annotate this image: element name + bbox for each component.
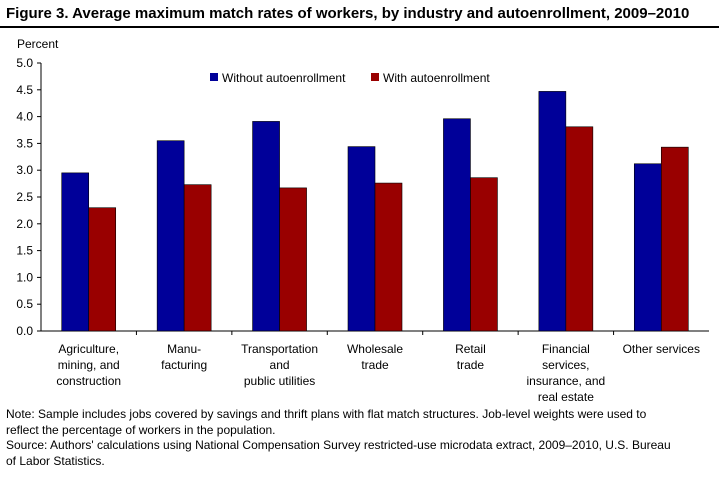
- note-line: Note: Sample includes jobs covered by sa…: [6, 407, 647, 421]
- y-axis-label: Percent: [17, 37, 59, 51]
- legend-label: With autoenrollment: [383, 71, 490, 85]
- y-tick-label: 1.0: [16, 270, 33, 284]
- bar-with-autoenrollment: [565, 126, 594, 332]
- x-tick-label: Other services: [623, 342, 700, 356]
- note-line: reflect the percentage of workers in the…: [6, 422, 276, 437]
- x-tick-label: trade: [361, 358, 389, 372]
- bar-with-autoenrollment: [374, 182, 403, 332]
- y-tick-label: 4.5: [16, 83, 33, 97]
- y-tick-label: 3.5: [16, 136, 33, 150]
- legend-swatch: [371, 73, 379, 81]
- x-tick-label: and: [270, 358, 290, 372]
- bar-without-autoenrollment: [347, 146, 376, 332]
- bar-without-autoenrollment: [633, 163, 662, 332]
- x-tick-label: Wholesale: [347, 342, 403, 356]
- bar-with-autoenrollment: [279, 187, 307, 332]
- x-tick-label: Financial: [542, 342, 590, 356]
- x-tick-label: public utilities: [244, 374, 315, 388]
- y-tick-label: 2.0: [16, 217, 33, 231]
- y-tick-label: 5.0: [16, 56, 33, 70]
- bar-without-autoenrollment: [443, 118, 471, 332]
- y-tick-label: 0.5: [16, 297, 33, 311]
- bar-without-autoenrollment: [538, 91, 567, 332]
- footnotes: Note: Sample includes jobs covered by sa…: [6, 407, 706, 469]
- y-tick-label: 3.0: [16, 163, 33, 177]
- bar-without-autoenrollment: [61, 172, 90, 332]
- bar-with-autoenrollment: [183, 184, 212, 332]
- bar-without-autoenrollment: [156, 140, 185, 332]
- bar-without-autoenrollment: [252, 121, 280, 332]
- x-tick-label: services,: [542, 358, 589, 372]
- y-tick-label: 0.0: [16, 324, 33, 338]
- y-tick-label: 4.0: [16, 110, 33, 124]
- x-tick-label: Agriculture,: [58, 342, 119, 356]
- x-tick-label: mining, and: [58, 358, 120, 372]
- x-tick-label: facturing: [161, 358, 207, 372]
- x-tick-label: Manu-: [167, 342, 201, 356]
- legend-swatch: [210, 73, 218, 81]
- chart-title: Figure 3. Average maximum match rates of…: [6, 5, 690, 22]
- source-line: of Labor Statistics.: [6, 453, 105, 468]
- x-tick-label: construction: [56, 374, 121, 388]
- x-tick-label: trade: [457, 358, 485, 372]
- y-tick-label: 1.5: [16, 244, 33, 258]
- y-tick-label: 2.5: [16, 190, 33, 204]
- x-tick-label: insurance, and: [526, 374, 605, 388]
- x-tick-label: real estate: [538, 390, 594, 404]
- x-tick-label: Retail: [455, 342, 486, 356]
- title-bar: Figure 3. Average maximum match rates of…: [0, 0, 719, 28]
- source-line: Source: Authors' calculations using Nati…: [6, 438, 671, 452]
- x-tick-label: Transportation: [241, 342, 318, 356]
- legend-label: Without autoenrollment: [222, 71, 346, 85]
- bar-with-autoenrollment: [88, 207, 117, 332]
- bar-with-autoenrollment: [660, 146, 689, 332]
- bar-with-autoenrollment: [470, 177, 498, 332]
